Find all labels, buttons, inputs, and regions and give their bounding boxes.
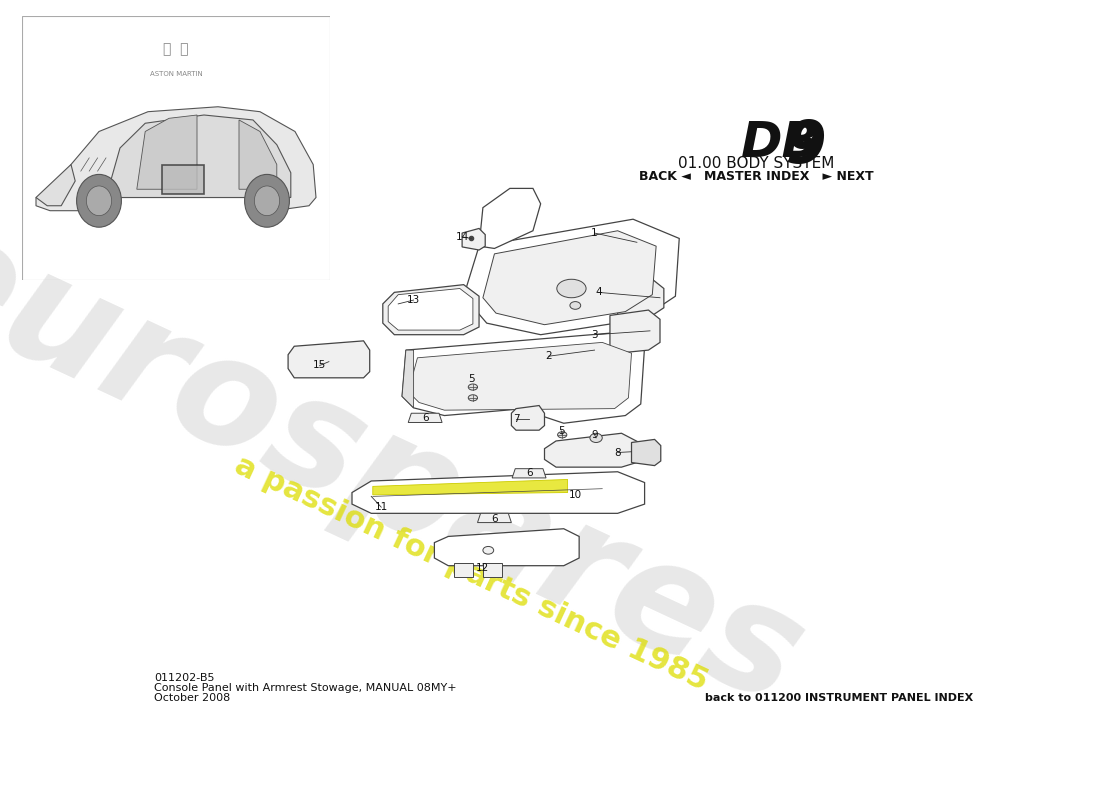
Polygon shape (408, 414, 442, 422)
Text: 14: 14 (455, 232, 469, 242)
Polygon shape (631, 439, 661, 466)
Text: 13: 13 (407, 295, 420, 305)
Polygon shape (403, 333, 645, 423)
Ellipse shape (558, 432, 566, 438)
Polygon shape (136, 115, 197, 190)
Polygon shape (403, 350, 414, 408)
Polygon shape (388, 289, 473, 330)
Text: eurospares: eurospares (0, 194, 825, 738)
Bar (162, 165, 204, 194)
Ellipse shape (570, 302, 581, 310)
Text: 11: 11 (375, 502, 388, 512)
Polygon shape (483, 230, 656, 325)
Polygon shape (408, 342, 631, 410)
Polygon shape (373, 479, 568, 495)
Text: 4: 4 (595, 287, 602, 298)
Polygon shape (288, 341, 370, 378)
Text: 6: 6 (421, 413, 429, 423)
Ellipse shape (590, 434, 603, 442)
Text: 〈  〉: 〈 〉 (163, 42, 189, 56)
Text: 9: 9 (785, 118, 826, 174)
Polygon shape (36, 165, 75, 206)
Polygon shape (239, 120, 277, 190)
Polygon shape (513, 469, 546, 478)
Text: 5: 5 (558, 426, 564, 436)
Text: 3: 3 (591, 330, 598, 340)
Polygon shape (477, 514, 512, 522)
Text: 01.00 BODY SYSTEM: 01.00 BODY SYSTEM (678, 156, 835, 171)
Text: 7: 7 (513, 414, 519, 424)
Polygon shape (454, 563, 473, 578)
Text: ASTON MARTIN: ASTON MARTIN (150, 70, 202, 77)
Polygon shape (462, 229, 485, 250)
Polygon shape (512, 406, 544, 430)
Circle shape (244, 174, 289, 227)
Ellipse shape (483, 546, 494, 554)
Polygon shape (618, 279, 664, 319)
Text: 5: 5 (468, 374, 475, 384)
Text: 12: 12 (476, 563, 490, 573)
Circle shape (87, 186, 111, 216)
Text: 10: 10 (569, 490, 582, 500)
Text: 8: 8 (614, 447, 622, 458)
Polygon shape (483, 563, 502, 578)
Polygon shape (464, 219, 680, 334)
Text: 15: 15 (314, 361, 327, 370)
Ellipse shape (469, 394, 477, 401)
Ellipse shape (557, 279, 586, 298)
Polygon shape (383, 285, 480, 334)
Polygon shape (609, 310, 660, 354)
Text: DB: DB (741, 119, 821, 167)
Text: 6: 6 (491, 514, 498, 524)
Text: 011202-B5: 011202-B5 (154, 673, 215, 682)
Polygon shape (544, 434, 639, 467)
Circle shape (254, 186, 279, 216)
Text: a passion for parts since 1985: a passion for parts since 1985 (230, 450, 713, 696)
Polygon shape (36, 106, 316, 210)
Polygon shape (352, 472, 645, 514)
Polygon shape (434, 529, 580, 566)
Text: 6: 6 (526, 468, 532, 478)
Circle shape (77, 174, 121, 227)
Text: October 2008: October 2008 (154, 693, 230, 702)
Text: Console Panel with Armrest Stowage, MANUAL 08MY+: Console Panel with Armrest Stowage, MANU… (154, 682, 456, 693)
Text: 2: 2 (544, 351, 552, 362)
Polygon shape (480, 188, 541, 249)
Text: 1: 1 (591, 228, 598, 238)
Polygon shape (106, 115, 290, 198)
Text: BACK ◄   MASTER INDEX   ► NEXT: BACK ◄ MASTER INDEX ► NEXT (639, 170, 873, 183)
Text: back to 011200 INSTRUMENT PANEL INDEX: back to 011200 INSTRUMENT PANEL INDEX (705, 693, 974, 702)
Text: 9: 9 (591, 430, 598, 440)
Ellipse shape (469, 384, 477, 390)
